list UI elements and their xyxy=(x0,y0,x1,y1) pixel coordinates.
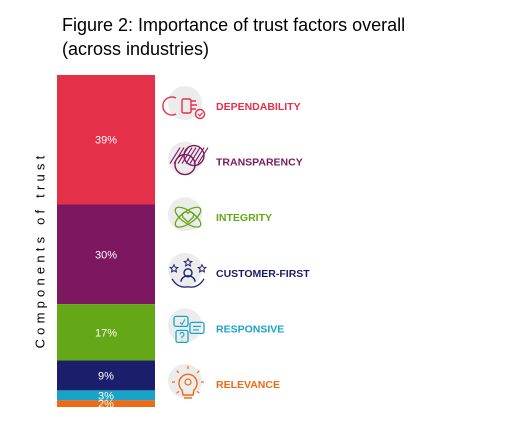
bar-segments xyxy=(57,75,155,407)
relevance-icon xyxy=(172,366,204,399)
factor-legend: DEPENDABILITY TRANSPARENCY INTEGRITY CUSTOM… xyxy=(162,86,310,399)
integrity-icon xyxy=(174,206,202,228)
bar-integrity xyxy=(57,304,155,361)
legend-label-integrity: INTEGRITY xyxy=(216,212,272,224)
bar-relevance xyxy=(57,400,155,407)
legend-item-integrity: INTEGRITY xyxy=(168,197,272,232)
chart-title: Figure 2: Importance of trust factors ov… xyxy=(62,13,502,61)
customer-first-icon xyxy=(169,257,207,288)
segment-value-labels: 39% 30% 17% 9% 3%2% xyxy=(95,135,117,411)
value-label-customer-first: 9% xyxy=(98,370,114,382)
legend-item-transparency: TRANSPARENCY xyxy=(168,141,303,176)
bar-dependability xyxy=(57,75,155,205)
legend-label-transparency: TRANSPARENCY xyxy=(216,157,303,169)
chart-title-line-2: (across industries) xyxy=(62,39,210,59)
legend-label-relevance: RELEVANCE xyxy=(216,379,280,391)
dependability-icon xyxy=(162,96,206,120)
bar-transparency xyxy=(57,204,155,305)
icon-backdrop xyxy=(168,86,202,120)
legend-item-dependability: DEPENDABILITY xyxy=(162,86,301,120)
legend-item-relevance: RELEVANCE xyxy=(168,364,280,399)
value-label-dependability: 39% xyxy=(95,135,117,147)
responsive-icon xyxy=(173,315,205,344)
legend-label-dependability: DEPENDABILITY xyxy=(216,101,301,113)
icon-backdrop xyxy=(168,197,202,232)
icon-backdrop xyxy=(168,308,202,343)
bar-customer-first xyxy=(57,360,155,391)
legend-item-customer-first: CUSTOMER-FIRST xyxy=(168,252,310,288)
value-label-relevance: 2% xyxy=(98,399,114,411)
value-label-transparency: 30% xyxy=(95,249,117,261)
transparency-icon xyxy=(169,144,209,176)
legend-label-customer-first: CUSTOMER-FIRST xyxy=(216,268,310,280)
legend-item-responsive: RESPONSIVE xyxy=(168,308,284,344)
bar-responsive xyxy=(57,390,155,401)
value-label-integrity: 17% xyxy=(95,327,117,339)
value-label-responsive: 3% xyxy=(98,390,114,402)
legend-label-responsive: RESPONSIVE xyxy=(216,323,284,335)
chart-title-line-1: Figure 2: Importance of trust factors ov… xyxy=(62,15,406,35)
